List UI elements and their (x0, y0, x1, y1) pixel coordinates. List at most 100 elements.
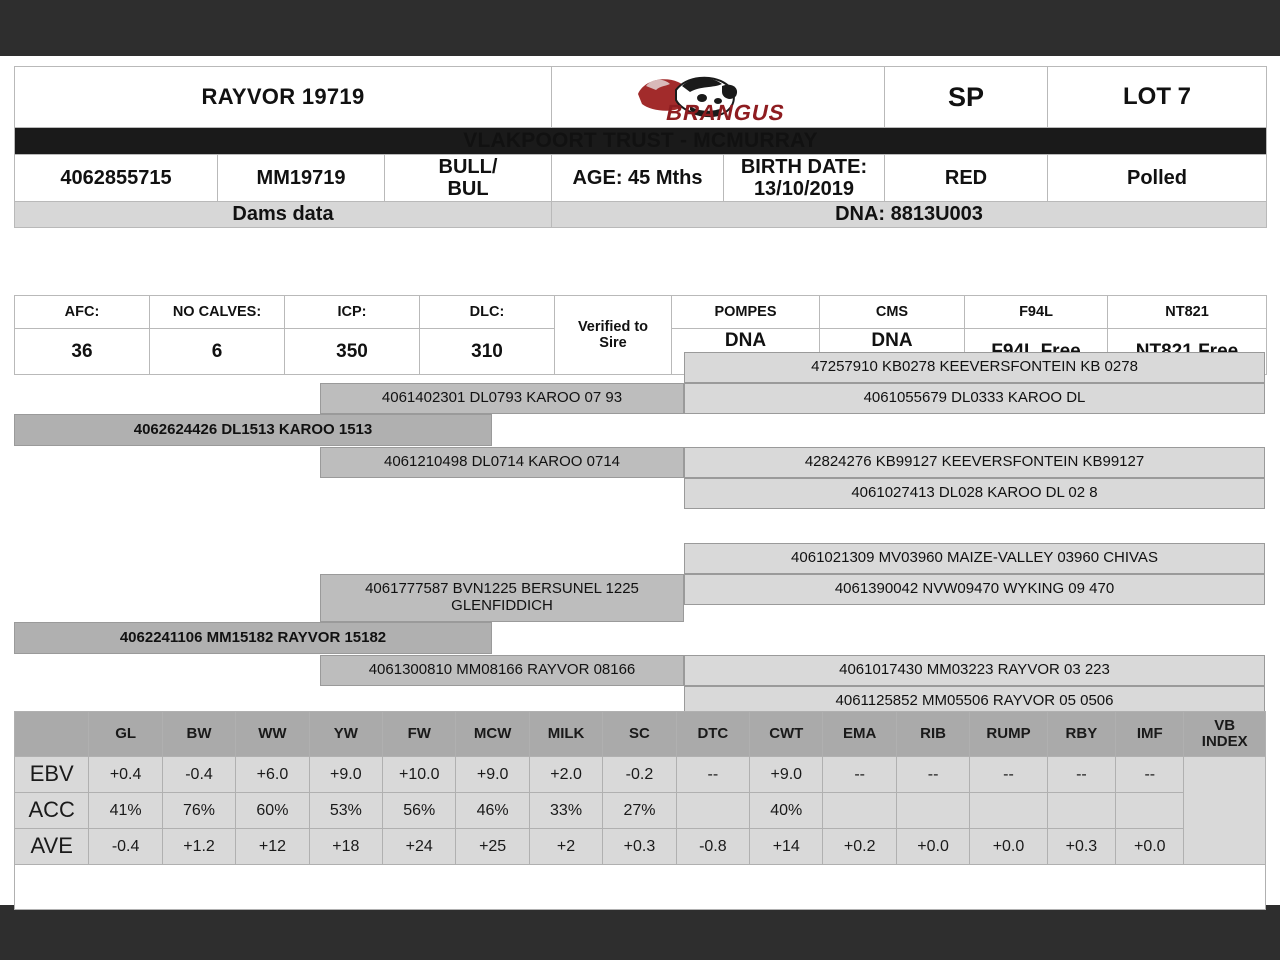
pedigree-dam-gen3-3: 4061017430 MM03223 RAYVOR 03 223 (684, 655, 1265, 686)
ebv-row-label-acc: ACC (13, 792, 90, 829)
ebv-value-vb-index (1183, 756, 1266, 865)
ebv-footer-empty-row (14, 864, 1266, 910)
ebv-corner-cell (13, 711, 90, 757)
ebv-col-vb-index: VB INDEX (1183, 711, 1266, 757)
acc-value-mcw: 46% (455, 792, 530, 829)
acc-value-yw: 53% (308, 792, 384, 829)
animal-header-table: RAYVOR 19719 (14, 66, 1267, 228)
birth-date-field: BIRTH DATE: 13/10/2019 (723, 153, 885, 203)
age-field: AGE: 45 Mths (551, 153, 724, 203)
pedigree-dam-gen2-bottom: 4061300810 MM08166 RAYVOR 08166 (320, 655, 684, 686)
no-calves-label: NO CALVES: (149, 295, 285, 329)
ebv-col-yw: YW (308, 711, 384, 757)
ebv-row-acc: ACC 41% 76% 60% 53% 56% 46% 33% 27% 40% (13, 792, 1266, 829)
ave-value-ww: +12 (235, 828, 310, 865)
dlc-label: DLC: (419, 295, 555, 329)
ebv-col-gl: GL (88, 711, 163, 757)
horn-status-field: Polled (1047, 153, 1267, 203)
ebv-value-ww: +6.0 (235, 756, 310, 793)
ave-value-fw: +24 (382, 828, 457, 865)
ave-value-rump: +0.0 (969, 828, 1048, 865)
ebv-value-cwt: +9.0 (749, 756, 824, 793)
ebv-footer-empty-cell (14, 864, 1266, 910)
dna-test-name-cms: CMS (819, 295, 965, 329)
ebv-value-gl: +0.4 (88, 756, 163, 793)
ebv-col-milk: MILK (528, 711, 604, 757)
no-calves-value: 6 (149, 328, 285, 375)
svg-text:BRANGUS: BRANGUS (664, 100, 787, 124)
dna-test-name-f94l: F94L (964, 295, 1108, 329)
afc-label: AFC: (14, 295, 150, 329)
ebv-table: GL BW WW YW FW MCW MILK SC DTC CWT EMA R… (13, 711, 1266, 910)
ebv-value-fw: +10.0 (382, 756, 457, 793)
ave-value-mcw: +25 (455, 828, 530, 865)
sex-line-2: BUL (447, 177, 489, 200)
brangus-logo-icon: BRANGUS (638, 76, 787, 124)
pedigree-sire-gen1: 4062624426 DL1513 KAROO 1513 (14, 414, 492, 446)
pedigree-chart: 47257910 KB0278 KEEVERSFONTEIN KB 0278 4… (0, 352, 1280, 717)
ave-value-cwt: +14 (749, 828, 824, 865)
ave-value-sc: +0.3 (602, 828, 677, 865)
verified-to-sire: Verified to Sire (554, 295, 672, 375)
vb-index-line-2: INDEX (1201, 733, 1248, 750)
ebv-value-imf: -- (1115, 756, 1185, 793)
ave-value-gl: -0.4 (88, 828, 163, 865)
birth-date-value: 13/10/2019 (753, 177, 855, 200)
ebv-col-bw: BW (161, 711, 237, 757)
acc-value-cwt: 40% (749, 792, 824, 829)
ebv-col-cwt: CWT (749, 711, 824, 757)
ave-value-milk: +2 (528, 828, 604, 865)
vb-index-line-1: VB (1214, 717, 1236, 735)
icp-label: ICP: (284, 295, 420, 329)
ebv-value-rib: -- (895, 756, 971, 793)
ave-value-bw: +1.2 (161, 828, 237, 865)
catalog-page: RAYVOR 19719 (0, 56, 1280, 910)
acc-value-rby (1046, 792, 1117, 829)
ebv-value-yw: +9.0 (308, 756, 384, 793)
herd-number: MM19719 (217, 153, 385, 203)
ave-value-dtc: -0.8 (675, 828, 751, 865)
verified-line-1: Verified to (577, 318, 649, 335)
acc-value-sc: 27% (602, 792, 677, 829)
ave-value-rib: +0.0 (895, 828, 971, 865)
acc-value-imf (1115, 792, 1185, 829)
ebv-col-imf: IMF (1115, 711, 1185, 757)
pedigree-sire-gen3-1: 47257910 KB0278 KEEVERSFONTEIN KB 0278 (684, 352, 1265, 383)
ave-value-imf: +0.0 (1115, 828, 1185, 865)
ebv-value-mcw: +9.0 (455, 756, 530, 793)
ebv-col-rby: RBY (1046, 711, 1117, 757)
ebv-row-label-ave: AVE (13, 828, 90, 865)
ebv-col-mcw: MCW (455, 711, 530, 757)
pedigree-sire-gen3-2: 4061055679 DL0333 KAROO DL (684, 383, 1265, 414)
pedigree-dam-gen3-2: 4061390042 NVW09470 WYKING 09 470 (684, 574, 1265, 605)
dams-and-dna-table: AFC: NO CALVES: ICP: DLC: Verified to Si… (14, 295, 1267, 375)
ebv-value-rby: -- (1046, 756, 1117, 793)
dna-title: DNA: 8813U003 (551, 201, 1267, 228)
ave-value-yw: +18 (308, 828, 384, 865)
ebv-col-rib: RIB (895, 711, 971, 757)
ebv-col-dtc: DTC (675, 711, 751, 757)
acc-value-dtc (675, 792, 751, 829)
dna-test-name-pompes: POMPES (671, 295, 820, 329)
dna-result-pompes-line-1: DNA (724, 330, 767, 351)
acc-value-rib (895, 792, 971, 829)
ebv-row-label-ebv: EBV (13, 756, 90, 793)
verified-line-2: Sire (599, 334, 627, 351)
sex-field: BULL/ BUL (384, 153, 552, 203)
ebv-value-bw: -0.4 (161, 756, 237, 793)
pedigree-sire-gen3-4: 4061027413 DL028 KAROO DL 02 8 (684, 478, 1265, 509)
bottom-letterbox-band (0, 905, 1280, 960)
top-letterbox-band (0, 0, 1280, 56)
lot-number: LOT 7 (1047, 66, 1267, 128)
acc-value-gl: 41% (88, 792, 163, 829)
ebv-col-fw: FW (382, 711, 457, 757)
ebv-col-sc: SC (602, 711, 677, 757)
ebv-row-ebv: EBV +0.4 -0.4 +6.0 +9.0 +10.0 +9.0 +2.0 … (13, 756, 1266, 865)
pedigree-dam-gen1: 4062241106 MM15182 RAYVOR 15182 (14, 622, 492, 654)
ebv-value-ema: -- (822, 756, 897, 793)
pedigree-sire-gen3-3: 42824276 KB99127 KEEVERSFONTEIN KB99127 (684, 447, 1265, 478)
acc-value-ema (822, 792, 897, 829)
animal-name: RAYVOR 19719 (14, 66, 552, 128)
colour-field: RED (884, 153, 1048, 203)
ebv-value-dtc: -- (675, 756, 751, 793)
